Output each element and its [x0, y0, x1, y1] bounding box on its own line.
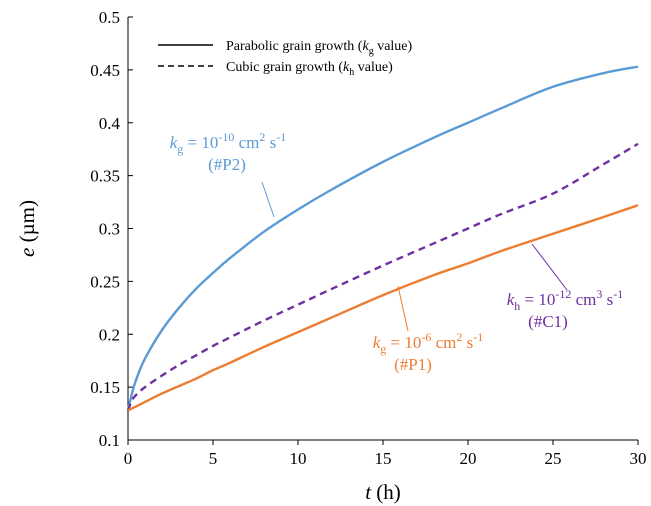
legend-label: Cubic grain growth (kh value): [226, 60, 393, 78]
annotation-label-P2: kg = 10-10 cm2 s-1: [170, 130, 287, 156]
x-axis-label: t (h): [365, 480, 401, 504]
annotation-tag-C1: (#C1): [528, 312, 568, 331]
annotation-label-P1: kg = 10-6 cm2 s-1: [373, 330, 484, 356]
y-tick-label: 0.35: [90, 167, 120, 186]
y-tick-label: 0.5: [99, 8, 120, 27]
y-tick-label: 0.3: [99, 220, 120, 239]
y-tick-label: 0.45: [90, 61, 120, 80]
annotation-tag-P2: (#P2): [208, 155, 246, 174]
legend: Parabolic grain growth (kg value) Cubic g…: [158, 39, 413, 78]
y-tick-label: 0.15: [90, 378, 120, 397]
annotation-leader-C1: [531, 243, 568, 291]
axes: 0.1 0.15 0.2 0.25 0.3 0.35 0.4 0.45 0.5 0 5 10 15 20 2…: [15, 8, 647, 504]
x-tick-label: 10: [290, 449, 307, 468]
x-tick-label: 25: [545, 449, 562, 468]
annotation-leader-P2: [261, 181, 275, 218]
y-tick-label: 0.1: [99, 431, 120, 450]
x-tick-label: 20: [460, 449, 477, 468]
y-tick-label: 0.2: [99, 325, 120, 344]
x-tick-label: 5: [209, 449, 218, 468]
series-line-P2: [126, 65, 639, 411]
y-axis-label: e (µm): [15, 200, 39, 257]
y-tick-label: 0.25: [90, 272, 120, 291]
legend-label: Parabolic grain growth (kg value): [226, 39, 413, 57]
y-tick-label: 0.4: [99, 114, 121, 133]
annotations: kg = 10-10 cm2 s-1(#P2) kg = 10-6 cm2 s-1…: [170, 130, 624, 374]
annotation-leader-P1: [397, 285, 409, 332]
annotation-tag-P1: (#P1): [394, 355, 432, 374]
series-line-C1: [126, 142, 639, 411]
x-tick-label: 30: [630, 449, 647, 468]
annotation-label-C1: kh = 10-12 cm3 s-1: [507, 287, 624, 313]
x-tick-label: 15: [375, 449, 392, 468]
x-tick-label: 0: [124, 449, 133, 468]
series-layer: [126, 65, 639, 412]
series-line-P1: [127, 204, 639, 412]
